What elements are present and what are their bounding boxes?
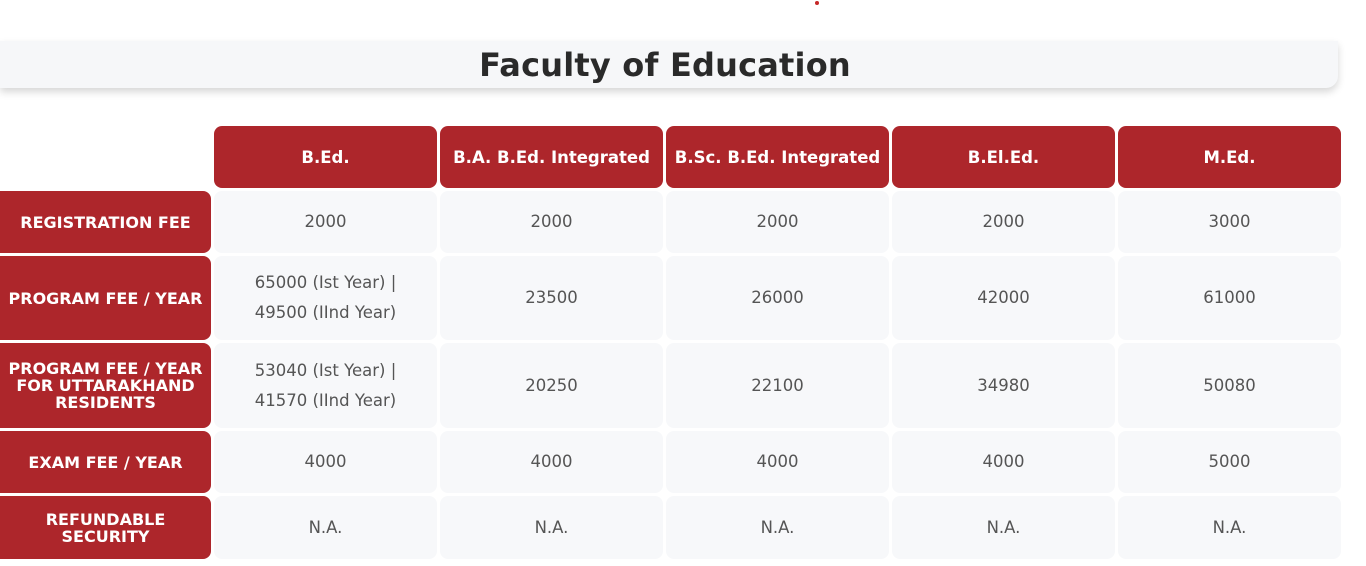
table-cell: 65000 (Ist Year) | 49500 (IInd Year) <box>214 256 437 340</box>
row-header-refundable-security: REFUNDABLE SECURITY <box>0 496 211 559</box>
table-cell: 4000 <box>666 431 889 493</box>
row-header-program-fee-uttarakhand: PROGRAM FEE / YEAR FOR UTTARAKHAND RESID… <box>0 343 211 428</box>
table-cell: 23500 <box>440 256 663 340</box>
table-cell: 4000 <box>214 431 437 493</box>
table-cell: N.A. <box>1118 496 1341 559</box>
table-cell: 22100 <box>666 343 889 428</box>
table-cell: 20250 <box>440 343 663 428</box>
table-cell: N.A. <box>666 496 889 559</box>
table-cell: 53040 (Ist Year) | 41570 (IInd Year) <box>214 343 437 428</box>
table-cell: 4000 <box>892 431 1115 493</box>
row-header-registration-fee: REGISTRATION FEE <box>0 191 211 253</box>
column-header-med: M.Ed. <box>1118 126 1341 188</box>
column-header-ba-bed: B.A. B.Ed. Integrated <box>440 126 663 188</box>
section-header: Faculty of Education <box>0 41 1338 88</box>
table-cell: 61000 <box>1118 256 1341 340</box>
table-cell: 4000 <box>440 431 663 493</box>
table-cell: N.A. <box>892 496 1115 559</box>
page-title: Faculty of Education <box>479 45 851 84</box>
table-cell: 3000 <box>1118 191 1341 253</box>
table-cell: 5000 <box>1118 431 1341 493</box>
column-header-bed: B.Ed. <box>214 126 437 188</box>
table-cell: 2000 <box>214 191 437 253</box>
table-cell: N.A. <box>440 496 663 559</box>
row-header-program-fee: PROGRAM FEE / YEAR <box>0 256 211 340</box>
table-cell: 50080 <box>1118 343 1341 428</box>
table-cell: 2000 <box>892 191 1115 253</box>
decorative-dot <box>815 1 819 5</box>
table-cell: 34980 <box>892 343 1115 428</box>
column-header-beled: B.El.Ed. <box>892 126 1115 188</box>
fee-table: B.Ed. B.A. B.Ed. Integrated B.Sc. B.Ed. … <box>0 126 1341 559</box>
column-header-bsc-bed: B.Sc. B.Ed. Integrated <box>666 126 889 188</box>
table-cell: 2000 <box>440 191 663 253</box>
table-corner <box>0 126 211 188</box>
table-cell: 42000 <box>892 256 1115 340</box>
table-cell: 2000 <box>666 191 889 253</box>
table-cell: N.A. <box>214 496 437 559</box>
row-header-exam-fee: EXAM FEE / YEAR <box>0 431 211 493</box>
table-cell: 26000 <box>666 256 889 340</box>
